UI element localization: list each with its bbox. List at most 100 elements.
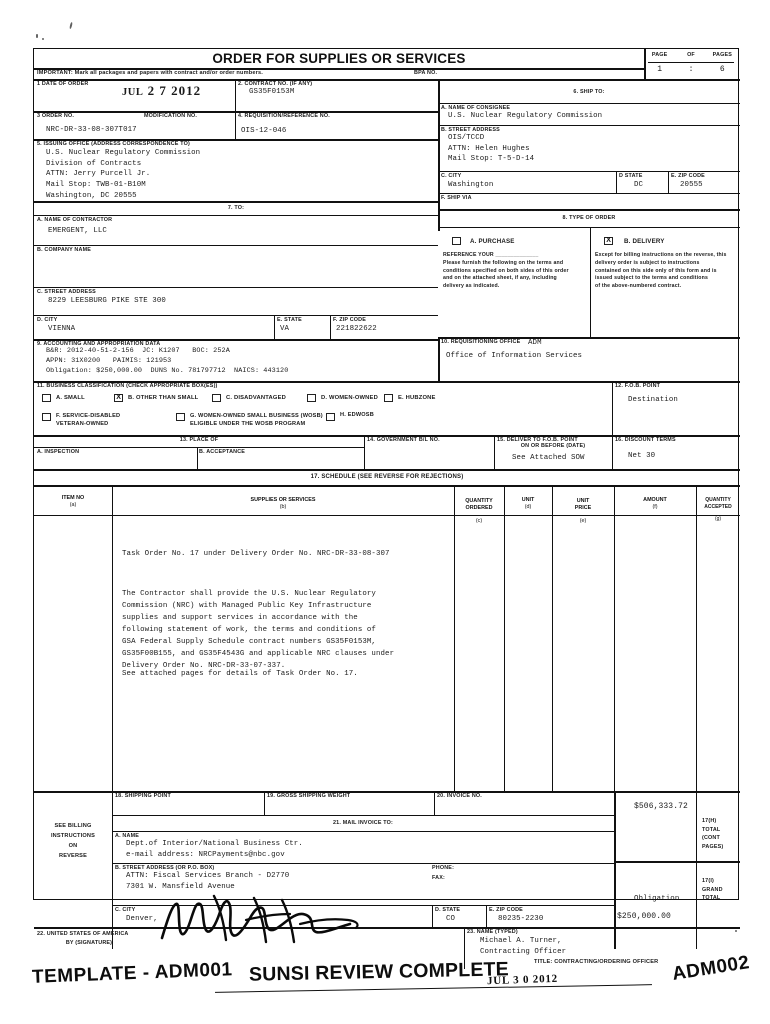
schedule-label: 17. SCHEDULE (See reverse for Rejections…	[310, 474, 464, 480]
schedule-body-line-1: Task Order No. 17 under Delivery Order N…	[122, 550, 390, 558]
bc-hubzone-checkbox[interactable]	[384, 394, 393, 402]
contractor-state-value: VA	[280, 325, 290, 333]
bc-other-than-small-label: b. OTHER THAN SMALL	[128, 395, 199, 401]
deliver-to-fob-sublabel: ON OR BEFORE (Date)	[520, 443, 586, 449]
invoice-name-cell: a. NAME Dept.of Interior/National Busine…	[112, 831, 614, 863]
issuing-office-cell: 5. ISSUING OFFICE (Address correspondenc…	[34, 139, 438, 201]
discount-terms-label: 16. DISCOUNT TERMS	[615, 436, 676, 443]
bc-edwosb-checkbox[interactable]	[326, 413, 335, 421]
page-sep: :	[688, 65, 694, 74]
acceptance-label: b. ACCEPTANCE	[199, 449, 246, 455]
order-no-cell: 3 ORDER NO. MODIFICATION NO. NRC-DR-33-0…	[34, 111, 235, 139]
invoice-street-label: b. STREET ADDRESS (or P.O. Box)	[115, 864, 215, 871]
ship-to-city-value: Washington	[448, 181, 494, 189]
invoice-no-cell: 20. INVOICE NO.	[434, 791, 614, 815]
col-quantity-accepted: QUANTITY ACCEPTED (g)	[696, 491, 740, 529]
officer-name-label: 23. NAME (Typed)	[467, 928, 518, 935]
bc-edwosb-label: h. EDWOSB	[340, 412, 374, 418]
company-name-label: b. COMPANY NAME	[37, 246, 92, 253]
requisition-no-cell: 4. REQUISITION/REFERENCE NO. OIS-12-046	[235, 111, 438, 139]
obligation-label: Obligation	[634, 895, 680, 903]
ship-to-state-value: DC	[634, 181, 644, 189]
bc-wosb-checkbox[interactable]	[176, 413, 185, 421]
deliver-to-fob-cell: 15. DELIVER TO F.O.B. POINT ON OR BEFORE…	[494, 435, 612, 469]
bc-service-disabled-label: f. SERVICE-DISABLED VETERAN-OWNED	[56, 413, 121, 428]
signature-label: 22. UNITED STATES OF AMERICA	[37, 931, 129, 937]
contractor-zip-cell: f. ZIP CODE 221822622	[330, 315, 438, 339]
invoice-fax-label: FAX:	[432, 875, 445, 881]
bpa-no-label: BPA NO.	[414, 70, 438, 76]
requisition-no-label: 4. REQUISITION/REFERENCE NO.	[238, 112, 330, 119]
business-classification-cell: 11. BUSINESS CLASSIFICATION (Check appro…	[34, 381, 612, 435]
col-unit-title: UNIT	[521, 497, 535, 503]
order-no-value: NRC-DR-33-08-307T017	[46, 126, 137, 134]
bc-small-label: a. SMALL	[56, 395, 85, 401]
ship-via-cell: f. SHIP VIA	[438, 193, 740, 209]
government-bl-label: 14. GOVERNMENT B/L NO.	[367, 436, 440, 443]
contractor-street-label: c. STREET ADDRESS	[37, 288, 96, 295]
consignee-value: U.S. Nuclear Regulatory Commission	[448, 112, 603, 120]
date-day: 2 7	[147, 83, 167, 98]
officer-name-cell: 23. NAME (Typed) Michael A. Turner, Cont…	[464, 927, 740, 969]
invoice-city-label: c. CITY	[115, 906, 136, 913]
pages-label: PAGES	[712, 52, 732, 59]
mail-invoice-label: 21. MAIL INVOICE TO:	[332, 820, 393, 826]
bc-women-owned-checkbox[interactable]	[307, 394, 316, 402]
grand-total-label: 17(i) GRAND TOTAL	[702, 878, 723, 902]
delivery-instructions: Except for billing instructions on the r…	[595, 252, 727, 290]
invoice-no-label: 20. INVOICE NO.	[437, 792, 482, 799]
invoice-street-cell: b. STREET ADDRESS (or P.O. Box) ATTN: Fi…	[112, 863, 614, 905]
col-amount-sub: (f)	[652, 503, 658, 510]
delivery-checkbox[interactable]	[604, 237, 613, 245]
col-quantity-ordered: QUANTITY ORDERED (c)	[454, 491, 504, 532]
bc-disadvantaged-checkbox[interactable]	[212, 394, 221, 402]
deliver-to-fob-value: See Attached SOW	[512, 454, 585, 462]
purchase-checkbox[interactable]	[452, 237, 461, 245]
contractor-street-value: 8229 LEESBURG PIKE STE 300	[48, 297, 166, 305]
bc-disadvantaged-label: c. DISADVANTAGED	[226, 395, 286, 401]
contract-no-cell: 2. CONTRACT NO. (if any) GS35F0153M	[235, 79, 438, 111]
invoice-street-lines: ATTN: Fiscal Services Branch - D2770 730…	[126, 872, 290, 891]
date-of-order-label: 1 DATE OF ORDER	[37, 80, 89, 87]
ship-to-street-lines: OIS/TCCD ATTN: Helen Hughes Mail Stop: T…	[448, 134, 535, 164]
col-unit-price-sub: (e)	[579, 518, 587, 524]
ship-to-street-cell: b. STREET ADDRESS OIS/TCCD ATTN: Helen H…	[438, 125, 740, 171]
contractor-name-label: a. NAME OF CONTRACTOR	[37, 216, 113, 223]
col-quantity-ordered-title: QUANTITY ORDERED	[465, 497, 493, 511]
inspection-label: a. INSPECTION	[37, 449, 80, 455]
date-month: JUL	[122, 87, 144, 98]
ship-to-city-label: c. CITY	[441, 172, 462, 179]
bc-other-than-small-checkbox[interactable]	[114, 394, 123, 402]
col-unit-sub: (d)	[524, 503, 532, 510]
ship-to-label: 6. SHIP TO:	[573, 89, 605, 95]
bc-service-disabled-checkbox[interactable]	[42, 413, 51, 421]
contractor-state-cell: e. STATE VA	[274, 315, 330, 339]
ship-to-street-label: b. STREET ADDRESS	[441, 126, 500, 133]
col-unit-price-title: UNIT PRICE	[574, 497, 592, 511]
invoice-city-cell: c. CITY Denver,	[112, 905, 432, 927]
bc-small-checkbox[interactable]	[42, 394, 51, 402]
invoice-name-lines: Dept.of Interior/National Business Ctr. …	[126, 840, 303, 859]
issuing-office-label: 5. ISSUING OFFICE (Address correspondenc…	[37, 140, 190, 147]
col-item-no-title: ITEM NO	[61, 495, 85, 501]
fob-point-label: 12. F.O.B. POINT	[615, 382, 661, 389]
col-amount-title: AMOUNT	[643, 497, 667, 503]
ship-to-state-label: d STATE	[619, 172, 643, 179]
to-section-header: 7. TO:	[34, 201, 438, 215]
grand-total-value: $250,000.00	[617, 912, 671, 921]
invoice-zip-cell: e. ZIP CODE 80235-2230	[486, 905, 614, 927]
discount-terms-value: Net 30	[628, 452, 656, 460]
invoice-state-cell: d. STATE CO	[432, 905, 486, 927]
signature-sublabel: BY (Signature)	[65, 940, 113, 946]
accounting-label: 9. ACCOUNTING AND APPROPRIATION DATA	[37, 340, 161, 347]
bc-women-owned-label: d. WOMEN-OWNED	[321, 395, 378, 401]
pages-total: 6	[719, 65, 725, 74]
contractor-name-value: EMERGENT, LLC	[48, 227, 107, 235]
ship-to-zip-label: e. ZIP CODE	[671, 172, 705, 179]
contractor-state-label: e. STATE	[277, 316, 302, 323]
col-amount: AMOUNT (f)	[614, 497, 696, 511]
schedule-body-line-3: See attached pages for details of Task O…	[122, 670, 358, 678]
contractor-city-cell: d. CITY VIENNA	[34, 315, 274, 339]
type-of-order-label: 8. TYPE OF ORDER	[562, 215, 616, 221]
